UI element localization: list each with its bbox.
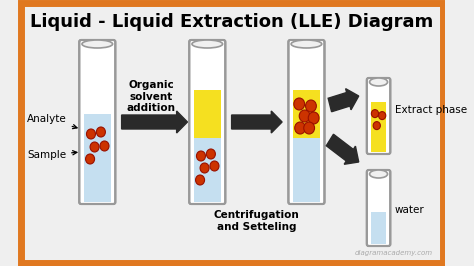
Circle shape bbox=[373, 122, 380, 130]
FancyBboxPatch shape bbox=[367, 78, 390, 154]
Text: Sample: Sample bbox=[27, 150, 77, 160]
Text: Centrifugation
and Setteling: Centrifugation and Setteling bbox=[214, 210, 300, 232]
Circle shape bbox=[86, 154, 95, 164]
Bar bbox=[371, 102, 386, 152]
Text: Organic
solvent
addition: Organic solvent addition bbox=[127, 80, 176, 113]
Circle shape bbox=[379, 112, 386, 120]
Circle shape bbox=[308, 112, 319, 124]
Circle shape bbox=[196, 175, 205, 185]
FancyArrow shape bbox=[326, 134, 359, 164]
Ellipse shape bbox=[370, 78, 388, 86]
Circle shape bbox=[295, 122, 306, 134]
Text: diagramacademy.com: diagramacademy.com bbox=[355, 250, 433, 256]
Circle shape bbox=[206, 149, 215, 159]
Ellipse shape bbox=[192, 40, 223, 48]
Bar bbox=[194, 138, 221, 202]
Circle shape bbox=[196, 151, 205, 161]
Circle shape bbox=[90, 142, 99, 152]
Text: Liquid - Liquid Extraction (LLE) Diagram: Liquid - Liquid Extraction (LLE) Diagram bbox=[30, 13, 433, 31]
Circle shape bbox=[299, 110, 310, 122]
Bar bbox=[84, 114, 111, 202]
Circle shape bbox=[371, 110, 379, 118]
FancyArrow shape bbox=[232, 111, 282, 133]
Bar bbox=[194, 90, 221, 138]
Circle shape bbox=[100, 141, 109, 151]
Text: Extract phase: Extract phase bbox=[395, 105, 467, 115]
FancyBboxPatch shape bbox=[367, 170, 390, 246]
Circle shape bbox=[200, 163, 209, 173]
FancyBboxPatch shape bbox=[288, 40, 325, 204]
Text: water: water bbox=[395, 205, 425, 215]
Circle shape bbox=[306, 100, 316, 112]
FancyArrow shape bbox=[328, 89, 359, 112]
FancyBboxPatch shape bbox=[189, 40, 225, 204]
Circle shape bbox=[294, 98, 305, 110]
Bar bbox=[293, 138, 320, 202]
Circle shape bbox=[86, 129, 95, 139]
Ellipse shape bbox=[291, 40, 322, 48]
FancyArrow shape bbox=[122, 111, 187, 133]
Bar bbox=[293, 90, 320, 138]
Bar bbox=[371, 211, 386, 244]
FancyBboxPatch shape bbox=[21, 3, 443, 263]
Ellipse shape bbox=[82, 40, 113, 48]
Circle shape bbox=[210, 161, 219, 171]
Circle shape bbox=[304, 122, 315, 134]
FancyBboxPatch shape bbox=[79, 40, 115, 204]
Text: Analyte: Analyte bbox=[27, 114, 77, 129]
Circle shape bbox=[96, 127, 105, 137]
Ellipse shape bbox=[370, 170, 388, 178]
